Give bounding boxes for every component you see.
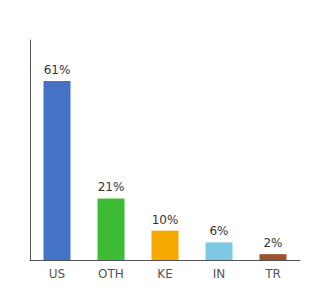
svg-text:KE: KE <box>157 267 172 281</box>
svg-text:OTH: OTH <box>98 267 124 281</box>
svg-text:10%: 10% <box>152 213 179 227</box>
svg-text:61%: 61% <box>44 63 71 77</box>
svg-text:2%: 2% <box>263 236 282 250</box>
svg-text:US: US <box>49 267 65 281</box>
svg-text:6%: 6% <box>209 224 228 238</box>
svg-text:TR: TR <box>264 267 281 281</box>
svg-text:21%: 21% <box>98 180 125 194</box>
svg-text:IN: IN <box>213 267 226 281</box>
